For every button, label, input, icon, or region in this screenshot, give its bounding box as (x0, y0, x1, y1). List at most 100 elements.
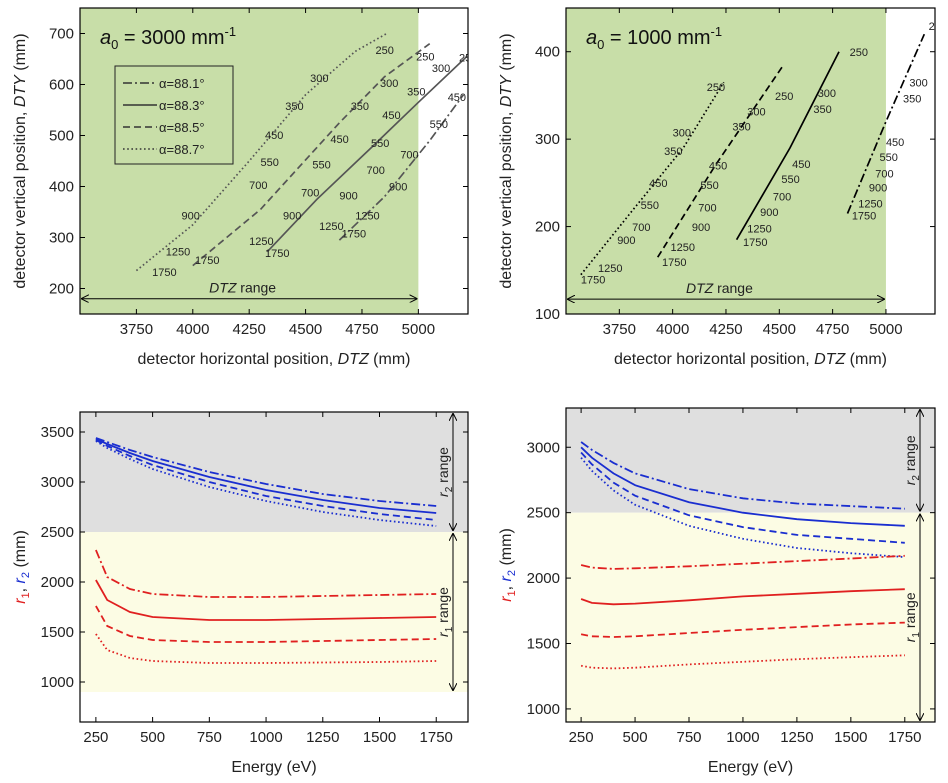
energy-label: 1750 (662, 257, 686, 269)
energy-label: 550 (700, 180, 718, 192)
x-tick-label: 750 (197, 729, 222, 746)
series-line-4 (580, 457, 905, 558)
energy-label: 300 (909, 78, 927, 90)
energy-label: 700 (301, 188, 319, 200)
energy-label: 550 (312, 160, 330, 172)
energy-label: 450 (649, 178, 667, 190)
x-tick-label: 500 (140, 729, 165, 746)
y-tick-label: 1000 (527, 701, 560, 718)
energy-label: 1750 (342, 229, 366, 241)
x-axis-label: detector horizontal position, DTZ (mm) (138, 351, 411, 368)
x-tick-label: 4500 (763, 321, 796, 338)
x-tick-label: 4750 (816, 321, 849, 338)
energy-label: 350 (407, 87, 425, 99)
x-axis-label: Energy (eV) (708, 759, 793, 776)
y-tick-label: 600 (49, 77, 74, 94)
energy-label: 450 (330, 134, 348, 146)
y-tick-label: 3000 (527, 439, 560, 456)
energy-label: 250 (376, 45, 394, 57)
dtz-range-shading (566, 8, 886, 314)
r2-range-band (80, 412, 468, 532)
series-line-2 (266, 55, 468, 253)
energy-label: 350 (813, 104, 831, 116)
panel-d: r2 range r1 range 250 500 750 1000 1250 1500 175… (498, 407, 936, 776)
energy-label: 300 (818, 88, 836, 100)
x-tick-label: 5000 (402, 321, 435, 338)
energy-label: 550 (371, 138, 389, 150)
y-tick-label: 2500 (527, 505, 560, 522)
x-tick-label: 250 (83, 729, 108, 746)
y-axis-label: detector vertical position, DTY (mm) (12, 33, 29, 288)
r1-range-label: r1 range (902, 592, 922, 642)
x-tick-label: 4750 (345, 321, 378, 338)
series-line-4 (95, 440, 437, 527)
legend-entry: α=88.5° (159, 120, 205, 135)
x-tick-label: 1500 (834, 729, 867, 746)
r2-range-label: r2 range (435, 447, 455, 497)
energy-label: 350 (903, 93, 921, 105)
energy-label: 1750 (581, 274, 605, 286)
energy-label: 1250 (319, 221, 343, 233)
plot-area: 1750125090070055045035030025017501250900… (566, 8, 935, 314)
x-tick-label: 1000 (249, 729, 282, 746)
dtz-range-label: DTZ range (209, 280, 276, 296)
energy-label: 900 (182, 211, 200, 223)
y-tick-label: 200 (49, 281, 74, 298)
x-tick-label: 3750 (120, 321, 153, 338)
x-tick-label: 4000 (176, 321, 209, 338)
series-line-2 (580, 446, 905, 527)
energy-label: 1750 (852, 211, 876, 223)
panel-a: 1750125090070055045017501250900700550450… (12, 7, 469, 368)
y-tick-label: 500 (49, 128, 74, 145)
energy-label: 1250 (598, 263, 622, 275)
y-axis-label: r1, r2 (mm) (12, 530, 32, 604)
series-line-8 (580, 654, 905, 670)
panel-title: a0 = 3000 mm-1 (100, 24, 236, 52)
energy-label: 300 (673, 128, 691, 140)
x-tick-label: 750 (676, 729, 701, 746)
energy-label: 1750 (152, 267, 176, 279)
r2-range-label: r2 range (902, 435, 922, 485)
x-tick-label: 3750 (603, 321, 636, 338)
plot-frame (79, 411, 469, 723)
energy-label: 900 (692, 222, 710, 234)
x-tick-label: 1750 (888, 729, 921, 746)
panel-title: a0 = 1000 mm-1 (586, 24, 722, 52)
series-line-1 (95, 437, 437, 507)
energy-label: 550 (880, 152, 898, 164)
energy-label: 700 (249, 180, 267, 192)
series-line-1 (338, 94, 465, 241)
x-tick-label: 4500 (289, 321, 322, 338)
series-line-4 (580, 81, 725, 276)
energy-label: 300 (380, 78, 398, 90)
series-line-3 (95, 439, 437, 521)
energy-label: 1750 (265, 248, 289, 260)
x-tick-label: 1250 (306, 729, 339, 746)
plot-area (566, 408, 935, 722)
energy-label: 1250 (747, 224, 771, 236)
x-tick-label: 5000 (869, 321, 902, 338)
energy-label: 250 (707, 82, 725, 94)
energy-label: 900 (389, 182, 407, 194)
y-tick-label: 3000 (41, 474, 74, 491)
r1-range-label: r1 range (435, 587, 455, 637)
y-tick-label: 2000 (527, 570, 560, 587)
energy-label: 350 (664, 146, 682, 158)
energy-label: 550 (430, 119, 448, 131)
energy-label: 900 (283, 211, 301, 223)
y-axis-label: detector vertical position, DTY (mm) (498, 33, 515, 288)
energy-label: 550 (781, 174, 799, 186)
energy-label: 700 (366, 165, 384, 177)
y-axis-label: r1, r2 (mm) (498, 528, 518, 602)
energy-label: 300 (747, 107, 765, 119)
energy-label: 450 (792, 159, 810, 171)
dtz-range-shading (80, 8, 419, 314)
energy-label: 900 (617, 235, 635, 247)
energy-label: 700 (875, 169, 893, 181)
energy-label: 250 (416, 52, 434, 64)
energy-label: 450 (886, 137, 904, 149)
energy-label: 1250 (858, 198, 882, 210)
legend-entry: α=88.7° (159, 142, 205, 157)
y-tick-label: 400 (535, 44, 560, 61)
